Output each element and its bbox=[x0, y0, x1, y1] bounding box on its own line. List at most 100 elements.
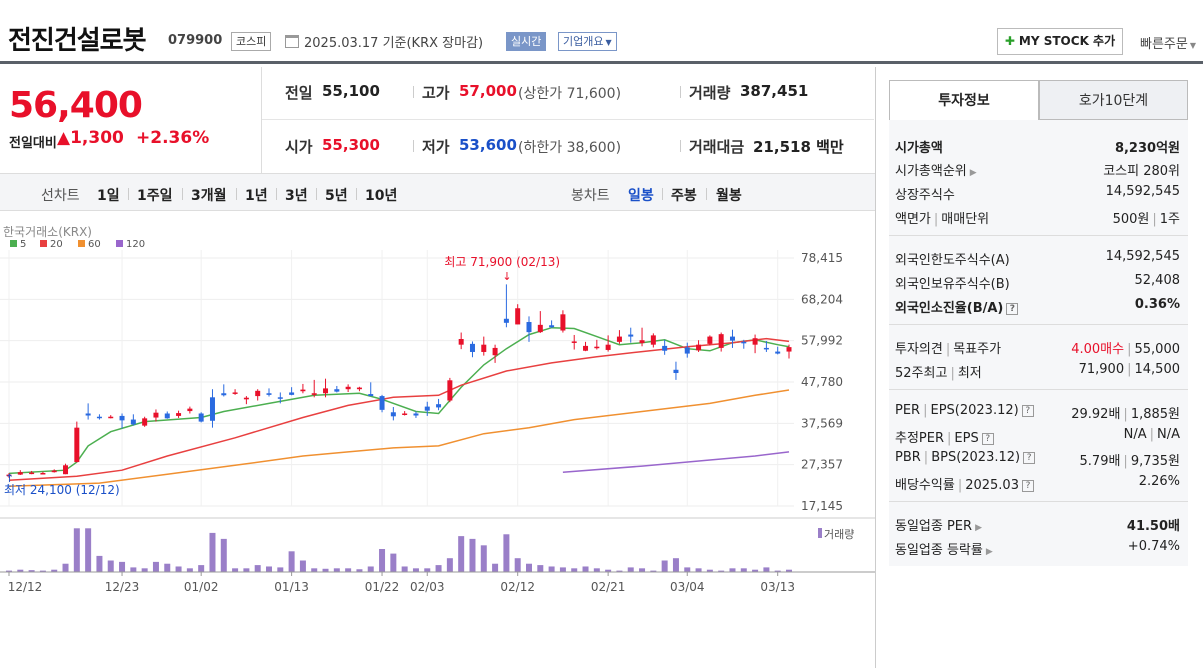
candle-body bbox=[662, 345, 668, 351]
candle-weekly[interactable]: 주봉 bbox=[671, 188, 697, 204]
period-1d[interactable]: 1일 bbox=[97, 188, 120, 204]
industry-change-label[interactable]: 동일업종 등락률 ▶ bbox=[895, 543, 993, 558]
volume-bar bbox=[28, 570, 35, 572]
change-percent: +2.36% bbox=[136, 128, 210, 148]
company-overview-dropdown[interactable]: 기업개요 ▼ bbox=[558, 32, 617, 51]
y-tick-label: 27,357 bbox=[801, 458, 843, 472]
volume-bar bbox=[254, 565, 261, 572]
period-1w[interactable]: 1주일 bbox=[137, 188, 173, 204]
price-box: 56,400 bbox=[0, 67, 262, 173]
candle-body bbox=[469, 343, 475, 352]
ma-legend-swatch bbox=[40, 240, 47, 247]
market-badge: 코스피 bbox=[231, 32, 272, 51]
volume-bar bbox=[379, 549, 386, 572]
low-label: 저가 bbox=[422, 138, 450, 156]
help-icon[interactable]: ? bbox=[981, 433, 994, 445]
candle-body bbox=[436, 404, 442, 408]
volume-bar bbox=[96, 555, 103, 572]
volume-bar bbox=[198, 565, 205, 572]
volume-bar bbox=[752, 569, 759, 572]
my-stock-label: MY STOCK 추가 bbox=[1018, 34, 1116, 48]
volume-bar bbox=[559, 567, 566, 572]
volume-bar bbox=[718, 570, 725, 572]
candle-body bbox=[51, 470, 57, 473]
x-tick-label: 03/13 bbox=[760, 580, 795, 594]
volume-bar bbox=[333, 568, 340, 572]
volume-bar bbox=[311, 568, 318, 572]
help-icon[interactable]: ? bbox=[1023, 452, 1036, 464]
candle-body bbox=[289, 392, 295, 395]
x-tick-label: 02/21 bbox=[591, 580, 626, 594]
chevron-right-icon: ▶ bbox=[985, 547, 993, 557]
ma-line-5 bbox=[8, 326, 790, 475]
tab-hoga[interactable]: 호가10단계 bbox=[1039, 80, 1188, 120]
y-tick-label: 78,415 bbox=[801, 251, 843, 265]
x-tick-label: 12/23 bbox=[105, 580, 140, 594]
volume-bar bbox=[220, 538, 227, 572]
candle-body bbox=[673, 369, 679, 374]
candle-body bbox=[583, 345, 589, 351]
volume-bar bbox=[650, 570, 657, 572]
volume-bar bbox=[62, 563, 69, 572]
x-tick-label: 01/13 bbox=[274, 580, 309, 594]
my-stock-add-button[interactable]: ✚ MY STOCK 추가 bbox=[997, 28, 1123, 55]
y-tick-label: 37,569 bbox=[801, 416, 843, 430]
period-10y[interactable]: 10년 bbox=[365, 188, 398, 204]
y-tick-label: 57,992 bbox=[801, 334, 843, 348]
candle-body bbox=[277, 397, 283, 399]
candle-body bbox=[130, 419, 136, 425]
x-tick-label: 12/12 bbox=[8, 580, 43, 594]
candle-body bbox=[119, 415, 125, 421]
company-overview-label: 기업개요 bbox=[563, 35, 604, 48]
down-arrow-icon: ↓ bbox=[502, 270, 511, 283]
tab-invest-info[interactable]: 투자정보 bbox=[889, 80, 1039, 120]
volume-bar bbox=[627, 567, 634, 572]
volume-bar bbox=[17, 569, 24, 572]
candle-body bbox=[560, 314, 566, 331]
volume-bar bbox=[740, 568, 747, 572]
wk52-label: 52주최고 | 최저 bbox=[895, 366, 982, 381]
candle-monthly[interactable]: 월봉 bbox=[716, 188, 742, 204]
candle-body bbox=[763, 347, 769, 350]
foreign-ratio-label: 외국인소진율(B/A)? bbox=[895, 297, 1019, 316]
industry-per-label[interactable]: 동일업종 PER ▶ bbox=[895, 519, 982, 534]
stock-name: 전진건설로봇 bbox=[8, 26, 147, 56]
candle-body bbox=[741, 341, 747, 344]
candle-body bbox=[345, 386, 351, 390]
candle-body bbox=[266, 393, 272, 395]
help-icon[interactable]: ? bbox=[1021, 480, 1034, 492]
period-3m[interactable]: 3개월 bbox=[191, 188, 227, 204]
period-3y[interactable]: 3년 bbox=[285, 188, 308, 204]
amount-value: 21,518 백만 bbox=[753, 138, 844, 156]
ma-legend-label: 20 bbox=[50, 239, 63, 250]
volume-bar bbox=[299, 560, 306, 572]
period-1y[interactable]: 1년 bbox=[245, 188, 268, 204]
cap-rank-label[interactable]: 시가총액순위 ▶ bbox=[895, 164, 977, 179]
pbr-bps-value: 5.79배 | 9,735원 bbox=[1079, 454, 1180, 469]
help-icon[interactable]: ? bbox=[1021, 405, 1034, 417]
candle-body bbox=[752, 338, 758, 345]
help-icon[interactable]: ? bbox=[1006, 303, 1019, 315]
volume-bar bbox=[424, 568, 431, 572]
period-bar: 선차트 1일 1주일 3개월 1년 3년 5년 10년 봉차트 일봉 주봉 월봉 bbox=[0, 173, 875, 211]
candle-body bbox=[402, 413, 408, 415]
volume-bar bbox=[85, 528, 92, 572]
period-5y[interactable]: 5년 bbox=[325, 188, 348, 204]
pbr-bps-label: PBR | BPS(2023.12)? bbox=[895, 450, 1036, 465]
volume-bar bbox=[412, 568, 419, 572]
realtime-button[interactable]: 실시간 bbox=[506, 32, 547, 51]
candle-body bbox=[718, 334, 724, 348]
price-chart[interactable]: 한국거래소(KRX)5 20 60 120 78,415 68,204 57,992 47,7… bbox=[0, 212, 875, 602]
invest-info-panel: 시가총액 8,230억원 시가총액순위 ▶ 코스피 280위 상장주식수 14,5… bbox=[889, 120, 1188, 566]
candle-body bbox=[481, 344, 487, 352]
candle-body bbox=[300, 389, 306, 392]
volume-bar bbox=[356, 569, 363, 572]
est-per-label: 추정PER | EPS? bbox=[895, 427, 994, 446]
volume-bar bbox=[367, 566, 374, 572]
volume-bar bbox=[446, 558, 453, 572]
quick-order-dropdown[interactable]: 빠른주문 ▼ bbox=[1140, 33, 1196, 52]
candle-daily[interactable]: 일봉 bbox=[628, 188, 654, 204]
volume-bar bbox=[232, 568, 239, 572]
y-tick-label: 47,780 bbox=[801, 375, 843, 389]
dividend-value: 2.26% bbox=[1138, 474, 1180, 489]
